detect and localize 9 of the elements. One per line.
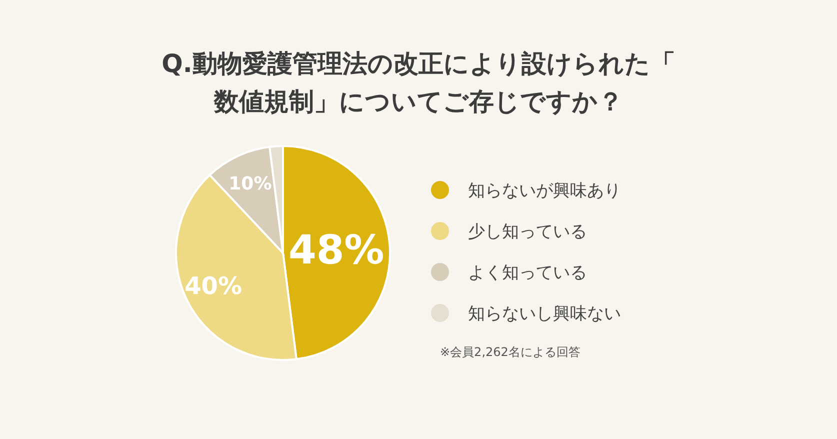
data-label: 48%	[288, 228, 384, 274]
legend-label: 知らないが興味あり	[468, 180, 621, 201]
text: ※会員2,262名による回答	[440, 345, 580, 359]
data-label: 10%	[228, 174, 272, 195]
legend-label: 知らないし興味ない	[468, 304, 621, 324]
chart-title: Q.動物愛護管理法の改正により設けられた「数値規制」についてご存じですか？	[162, 49, 676, 116]
legend-label: よく知っている	[468, 262, 587, 283]
legend-label: 少し知っている	[468, 222, 587, 242]
data-label: 40%	[184, 272, 242, 300]
